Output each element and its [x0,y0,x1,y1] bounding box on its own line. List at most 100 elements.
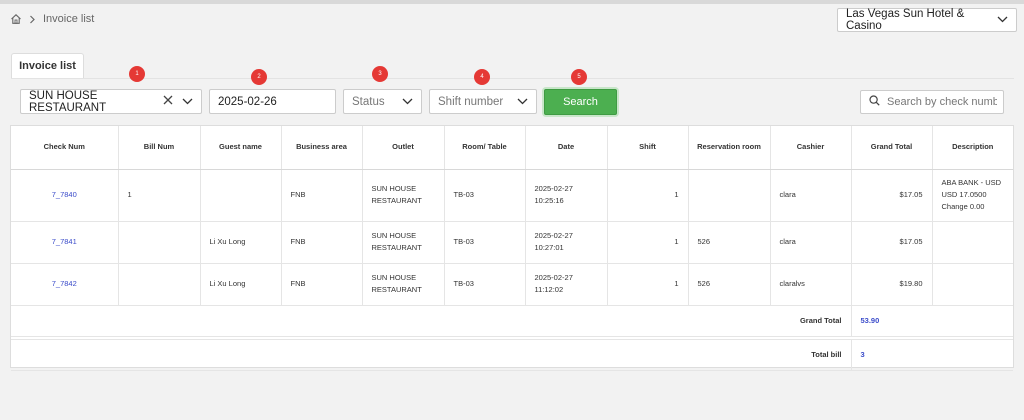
time-value: 11:12:02 [534,285,564,294]
date-cell: 2025-02-27 10:25:16 [525,169,608,222]
column-header: Grand Total [851,126,933,170]
clear-icon[interactable] [163,95,173,108]
tab-divider [11,78,1014,79]
guest-name-cell: Li Xu Long [200,221,282,264]
guest-name-cell: Li Xu Long [200,263,282,306]
column-header: Reservation room [688,126,771,170]
shift-cell: 1 [607,169,689,222]
shift-cell: 1 [607,221,689,264]
room-table-cell: TB-03 [444,169,526,222]
step-marker-1: 1 [129,66,145,82]
description-line: USD 17.0500 [941,190,987,199]
date-value: 2025-02-27 [534,184,573,193]
check-num-link[interactable]: 7_7842 [11,263,119,306]
column-header: Room/ Table [444,126,526,170]
date-cell: 2025-02-27 11:12:02 [525,263,608,306]
grand-total-cell: $17.05 [851,169,933,222]
description-line: ABA BANK - USD [941,178,1002,187]
column-header: Date [525,126,608,170]
step-marker-2: 2 [251,69,267,85]
column-header: Cashier [770,126,852,170]
column-header: Bill Num [118,126,201,170]
cashier-cell: clara [770,169,852,222]
status-select[interactable]: Status [343,89,422,114]
step-marker-5: 5 [571,69,587,85]
grand-total-label: Grand Total [11,305,852,337]
total-bill-value: 3 [851,339,1013,371]
date-value: 2025-02-27 [534,273,573,282]
chevron-right-icon [29,15,36,24]
business-area-cell: FNB [281,169,363,222]
shift-cell: 1 [607,263,689,306]
table-row: 7_7840 1 FNB SUN HOUSE RESTAURANT TB-03 … [11,169,1013,222]
breadcrumb: Invoice list [10,13,94,25]
invoice-table: Check Num Bill Num Guest name Business a… [10,125,1014,371]
step-marker-4: 4 [474,69,490,85]
column-header: Outlet [362,126,445,170]
grand-total-cell: $19.80 [851,263,933,306]
time-value: 10:25:16 [534,196,564,205]
column-header: Check Num [11,126,119,170]
summary-divider [11,336,1013,340]
room-table-cell: TB-03 [444,263,526,306]
room-table-cell: TB-03 [444,221,526,264]
search-icon [869,95,880,109]
search-button[interactable]: Search [544,89,617,115]
hotel-select-value: Las Vegas Sun Hotel & Casino [846,8,965,32]
check-num-link[interactable]: 7_7841 [11,221,119,264]
total-bill-row: Total bill 3 [11,339,1013,371]
bill-num-cell [118,263,201,306]
grand-total-cell: $17.05 [851,221,933,264]
table-header-row: Check Num Bill Num Guest name Business a… [11,126,1013,170]
shift-number-select[interactable]: Shift number [429,89,537,114]
total-bill-label: Total bill [11,339,852,371]
date-value: 2025-02-27 [534,231,573,240]
home-icon[interactable] [10,13,22,25]
outlet-cell: SUN HOUSE RESTAURANT [362,263,445,306]
description-cell: ABA BANK - USD USD 17.0500 Change 0.00 [932,169,1013,222]
check-search-input[interactable] [887,96,997,108]
reservation-room-cell: 526 [688,263,771,306]
business-area-cell: FNB [281,263,363,306]
description-cell [932,221,1013,264]
column-header: Shift [607,126,689,170]
outlet-cell: SUN HOUSE RESTAURANT [362,169,445,222]
outlet-select-value: SUN HOUSE RESTAURANT [29,89,107,114]
shift-number-placeholder: Shift number [438,95,504,108]
column-header: Description [932,126,1013,170]
description-cell [932,263,1013,306]
tab-invoice-list[interactable]: Invoice list [11,53,84,78]
date-field-value: 2025-02-26 [218,95,277,108]
step-marker-3: 3 [372,66,388,82]
date-cell: 2025-02-27 10:27:01 [525,221,608,264]
hotel-select[interactable]: Las Vegas Sun Hotel & Casino [837,8,1017,32]
column-header: Business area [281,126,363,170]
table-row: 7_7841 Li Xu Long FNB SUN HOUSE RESTAURA… [11,221,1013,264]
table-row: 7_7842 Li Xu Long FNB SUN HOUSE RESTAURA… [11,263,1013,306]
check-num-link[interactable]: 7_7840 [11,169,119,222]
chevron-down-icon [997,14,1008,26]
column-header: Guest name [200,126,282,170]
reservation-room-cell: 526 [688,221,771,264]
description-line: Change 0.00 [941,202,985,211]
chevron-down-icon [402,96,413,108]
check-search-box[interactable] [860,90,1004,114]
bill-num-cell: 1 [118,169,201,222]
time-value: 10:27:01 [534,243,564,252]
date-field[interactable]: 2025-02-26 [209,89,336,114]
grand-total-row: Grand Total 53.90 [11,305,1013,337]
reservation-room-cell [688,169,771,222]
outlet-select[interactable]: SUN HOUSE RESTAURANT [20,89,202,114]
chevron-down-icon [182,96,193,108]
top-divider [0,0,1024,4]
chevron-down-icon [517,96,528,108]
guest-name-cell [200,169,282,222]
outlet-cell: SUN HOUSE RESTAURANT [362,221,445,264]
cashier-cell: clara [770,221,852,264]
grand-total-value: 53.90 [851,305,1013,337]
bill-num-cell [118,221,201,264]
business-area-cell: FNB [281,221,363,264]
status-select-placeholder: Status [352,95,385,108]
cashier-cell: claralvs [770,263,852,306]
breadcrumb-current: Invoice list [43,13,95,25]
